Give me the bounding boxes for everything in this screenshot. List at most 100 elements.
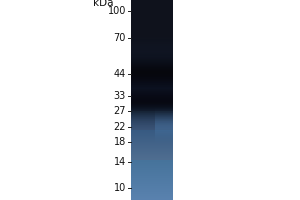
Bar xyxy=(130,101,172,102)
Bar xyxy=(130,117,172,118)
Bar xyxy=(130,151,172,152)
Bar xyxy=(130,95,172,96)
Bar xyxy=(130,9,172,10)
Bar xyxy=(130,76,172,77)
Bar xyxy=(130,116,172,117)
Bar xyxy=(130,36,172,37)
Bar xyxy=(130,82,172,83)
Bar xyxy=(130,119,172,120)
Bar xyxy=(154,139,172,140)
Bar xyxy=(130,153,172,154)
Bar xyxy=(154,110,172,111)
Bar xyxy=(130,197,172,198)
Bar xyxy=(130,58,172,59)
Bar xyxy=(130,47,172,48)
Bar xyxy=(130,56,172,57)
Bar xyxy=(130,147,172,148)
Bar xyxy=(130,8,172,9)
Bar xyxy=(130,158,172,159)
Bar xyxy=(154,109,172,110)
Bar xyxy=(154,118,172,119)
Bar xyxy=(130,43,172,44)
Bar xyxy=(130,53,172,54)
Bar xyxy=(130,98,172,99)
Bar xyxy=(130,99,172,100)
Bar xyxy=(130,106,172,107)
Bar xyxy=(154,135,172,136)
Bar xyxy=(130,52,172,53)
Bar xyxy=(154,143,172,144)
Bar xyxy=(130,95,172,96)
Bar xyxy=(130,69,172,70)
Text: 44: 44 xyxy=(114,69,126,79)
Bar xyxy=(130,81,172,82)
Bar xyxy=(130,111,172,112)
Bar xyxy=(130,80,172,81)
Bar xyxy=(130,123,172,124)
Bar xyxy=(130,198,172,199)
Bar xyxy=(130,116,172,117)
Bar xyxy=(154,122,172,123)
Bar xyxy=(130,82,172,83)
Bar xyxy=(154,134,172,135)
Bar xyxy=(130,113,172,114)
Bar xyxy=(130,164,172,165)
Bar xyxy=(130,20,172,21)
Bar xyxy=(130,74,172,75)
Bar xyxy=(130,124,172,125)
Bar xyxy=(130,63,172,64)
Bar xyxy=(130,45,172,46)
Bar xyxy=(154,142,172,143)
Bar xyxy=(130,161,172,162)
Bar xyxy=(130,62,172,63)
Bar xyxy=(130,84,172,85)
Bar xyxy=(130,171,172,172)
Bar xyxy=(130,58,172,59)
Bar xyxy=(130,101,172,102)
Bar xyxy=(130,96,172,97)
Bar xyxy=(130,85,172,86)
Bar xyxy=(130,44,172,45)
Bar xyxy=(130,87,172,88)
Text: 22: 22 xyxy=(113,122,126,132)
Bar xyxy=(130,130,172,131)
Bar xyxy=(154,119,172,120)
Bar xyxy=(130,75,172,76)
Bar xyxy=(130,176,172,177)
Bar xyxy=(130,120,172,121)
Bar xyxy=(130,125,172,126)
Bar xyxy=(130,89,172,90)
Bar xyxy=(130,73,172,74)
Bar xyxy=(130,154,172,155)
Bar xyxy=(130,180,172,181)
Bar xyxy=(130,190,172,191)
Bar xyxy=(130,175,172,176)
Bar xyxy=(130,140,172,141)
Bar xyxy=(130,60,172,61)
Bar xyxy=(130,28,172,29)
Bar xyxy=(130,76,172,77)
Bar xyxy=(130,72,172,73)
Bar xyxy=(130,88,172,89)
Bar xyxy=(154,129,172,130)
Bar xyxy=(130,188,172,189)
Bar xyxy=(154,145,172,146)
Bar xyxy=(154,125,172,126)
Bar xyxy=(154,140,172,141)
Bar xyxy=(130,62,172,63)
Text: 100: 100 xyxy=(108,6,126,16)
Bar xyxy=(130,94,172,95)
Bar xyxy=(130,78,172,79)
Bar xyxy=(130,88,172,89)
Bar xyxy=(130,124,172,125)
Bar xyxy=(130,6,172,7)
Bar xyxy=(130,92,172,93)
Bar xyxy=(154,113,172,114)
Bar xyxy=(130,86,172,87)
Bar xyxy=(130,93,172,94)
Bar xyxy=(130,142,172,143)
Bar xyxy=(130,102,172,103)
Bar xyxy=(130,2,172,3)
Bar xyxy=(130,75,172,76)
Bar xyxy=(130,136,172,137)
